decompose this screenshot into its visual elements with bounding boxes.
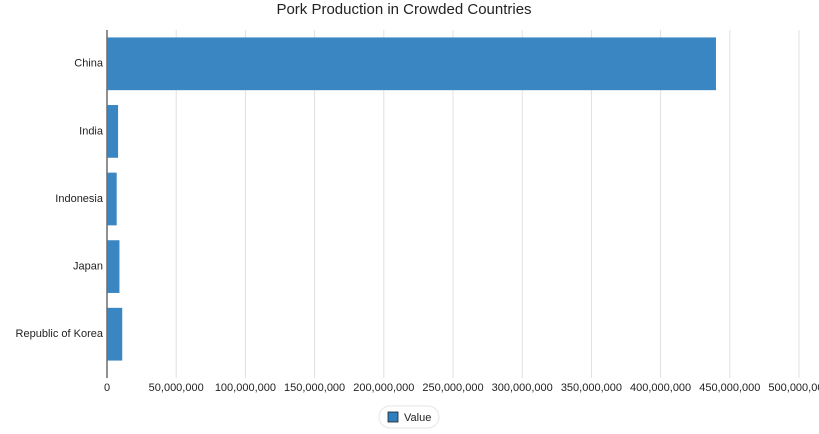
bar [107,172,117,226]
y-tick-label: India [79,125,104,137]
x-tick-label: 300,000,000 [492,382,553,394]
x-tick-label: 350,000,000 [561,382,622,394]
x-tick-label: 250,000,000 [422,382,483,394]
y-tick-label: Republic of Korea [16,328,104,340]
bar [107,37,716,91]
bar [107,240,120,293]
legend-label: Value [404,412,431,424]
x-tick-label: 200,000,000 [353,382,414,394]
x-tick-label: 450,000,000 [699,382,760,394]
y-tick-label: Japan [73,261,103,273]
chart-title: Pork Production in Crowded Countries [276,1,531,18]
x-tick-label: 50,000,000 [149,382,204,394]
legend-frame [378,405,440,429]
bar [107,307,123,361]
bar [107,105,119,158]
x-tick-label: 0 [104,382,110,394]
y-tick-label: China [74,58,104,70]
y-tick-label: Indonesia [55,193,104,205]
legend-swatch [387,411,399,423]
x-tick-label: 150,000,000 [284,382,345,394]
x-tick-label: 100,000,000 [215,382,276,394]
x-tick-label: 500,000,000 [768,382,819,394]
x-tick-label: 400,000,000 [630,382,691,394]
